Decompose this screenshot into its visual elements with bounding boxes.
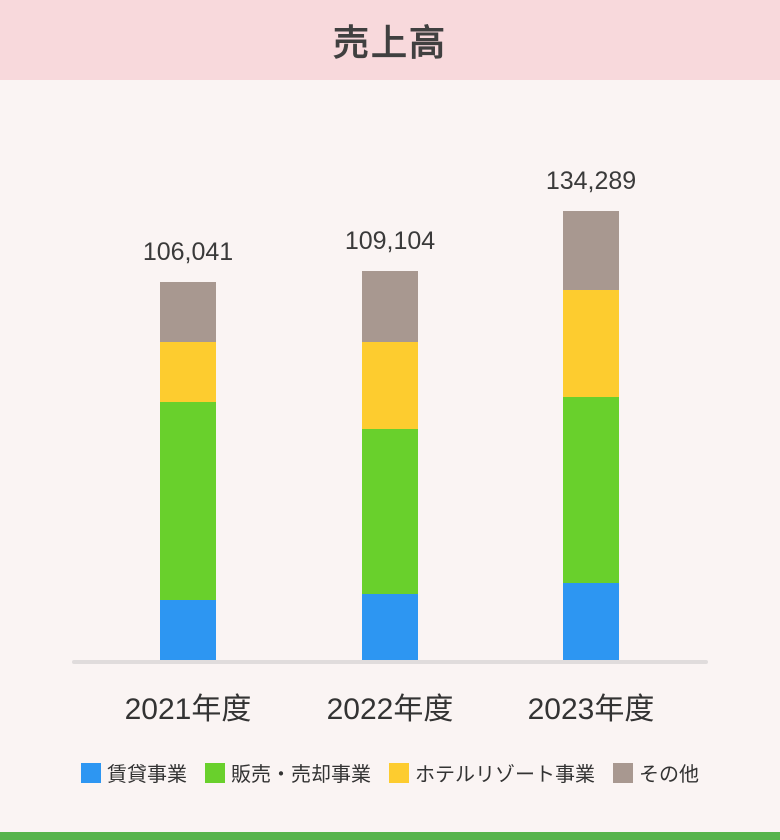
bar-total-label: 109,104	[344, 227, 436, 255]
bar-segment-その他	[362, 271, 418, 342]
bar-segment-販売・売却事業	[362, 429, 418, 594]
chart-legend: 賃貸事業 販売・売却事業 ホテルリゾート事業 その他	[0, 758, 780, 787]
bar-segment-その他	[563, 211, 619, 290]
page-title: 売上高	[332, 22, 447, 63]
x-axis-line	[72, 660, 708, 664]
legend-swatch-icon	[81, 762, 101, 783]
bar-segment-販売・売却事業	[160, 402, 216, 600]
bar-segment-賃貸事業	[563, 583, 619, 660]
bar-segment-ホテルリゾート事業	[563, 290, 619, 397]
legend-swatch-icon	[613, 762, 633, 783]
legend-swatch-icon	[205, 762, 225, 783]
bar-total-label: 134,289	[545, 167, 637, 195]
legend-item-ホテルリゾート事業: ホテルリゾート事業	[389, 758, 595, 787]
bar-2023年度	[563, 211, 619, 660]
legend-label: 賃貸事業	[107, 764, 187, 786]
bar-total-label: 106,041	[142, 238, 234, 266]
page-header: 売上高	[0, 0, 780, 80]
bar-segment-賃貸事業	[362, 594, 418, 660]
legend-label: その他	[639, 764, 699, 786]
legend-item-その他: その他	[613, 758, 699, 787]
legend-item-賃貸事業: 賃貸事業	[81, 758, 187, 787]
bar-2022年度	[362, 271, 418, 660]
x-axis-label: 2023年度	[527, 693, 655, 726]
bar-2021年度	[160, 282, 216, 660]
legend-label: ホテルリゾート事業	[415, 764, 595, 786]
legend-item-販売・売却事業: 販売・売却事業	[205, 758, 371, 787]
sales-stacked-bar-chart: 106,041 109,104 134,289 2021年度 2022年度 2023年度…	[0, 80, 780, 840]
legend-label: 販売・売却事業	[231, 764, 371, 786]
bar-segment-その他	[160, 282, 216, 342]
bar-segment-賃貸事業	[160, 600, 216, 660]
x-axis-label: 2021年度	[124, 693, 252, 726]
bar-segment-販売・売却事業	[563, 397, 619, 583]
x-axis-label: 2022年度	[326, 693, 454, 726]
bar-segment-ホテルリゾート事業	[362, 342, 418, 429]
bar-segment-ホテルリゾート事業	[160, 342, 216, 402]
bottom-accent-strip	[0, 832, 780, 840]
legend-swatch-icon	[389, 762, 409, 783]
